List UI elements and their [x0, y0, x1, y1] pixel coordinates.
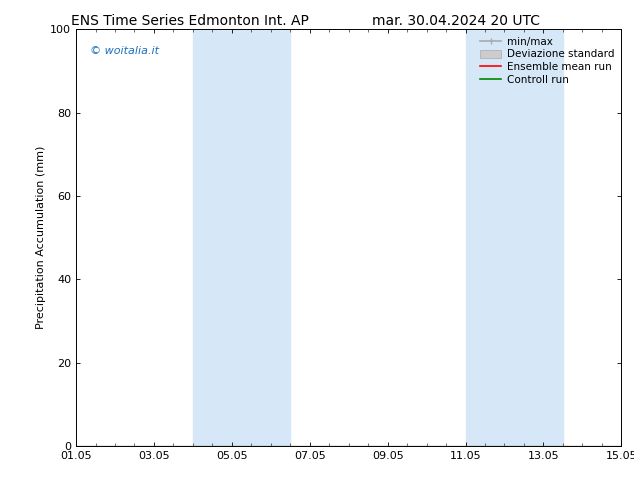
Text: ENS Time Series Edmonton Int. AP: ENS Time Series Edmonton Int. AP: [71, 14, 309, 28]
Bar: [193, 29, 290, 446]
Legend: min/max, Deviazione standard, Ensemble mean run, Controll run: min/max, Deviazione standard, Ensemble m…: [479, 35, 616, 87]
Text: mar. 30.04.2024 20 UTC: mar. 30.04.2024 20 UTC: [373, 14, 540, 28]
Text: © woitalia.it: © woitalia.it: [90, 46, 158, 56]
Bar: [465, 29, 563, 446]
Y-axis label: Precipitation Accumulation (mm): Precipitation Accumulation (mm): [36, 146, 46, 329]
